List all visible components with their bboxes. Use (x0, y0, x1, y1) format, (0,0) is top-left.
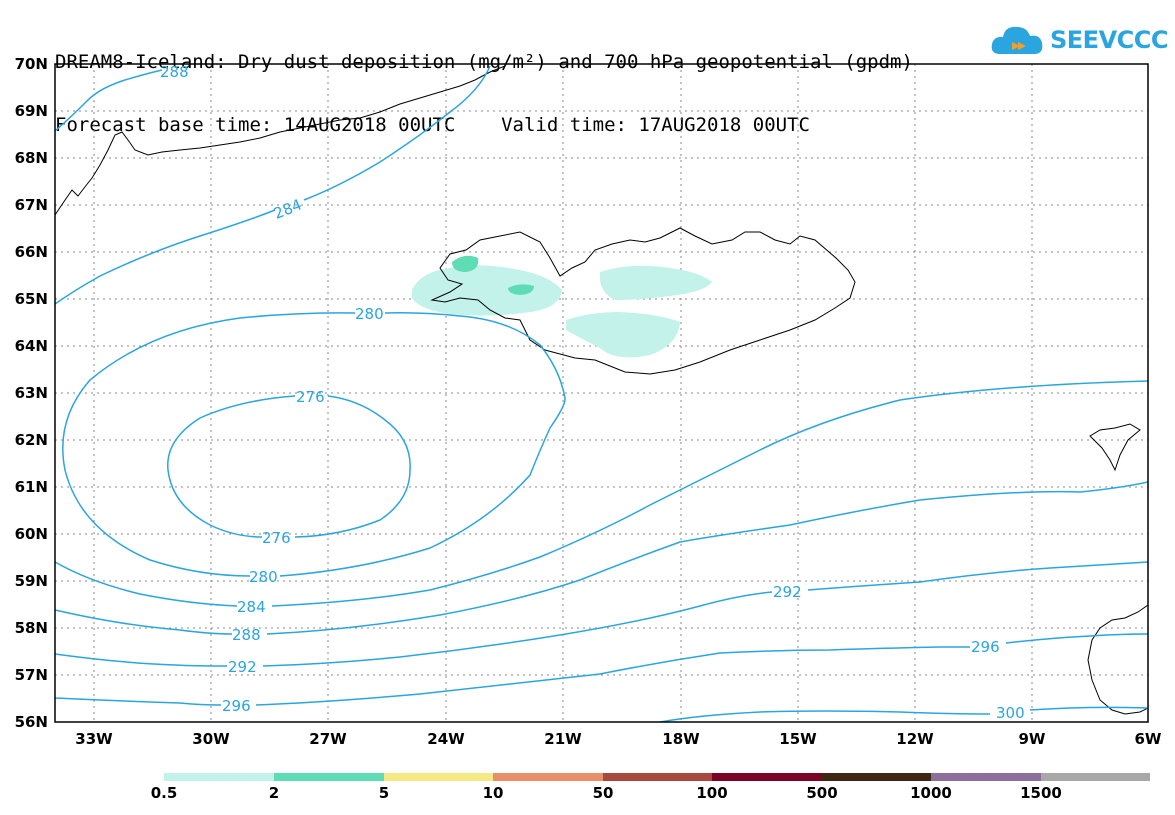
title-line-2: Forecast base time: 14AUG2018 00UTC Vali… (55, 114, 810, 136)
contour-288-south (54, 481, 1149, 635)
lon-label: 21W (544, 730, 582, 748)
lat-label: 59N (15, 572, 48, 590)
faroe-coast (1089, 423, 1141, 472)
contour-label-292-right: 292 (773, 583, 802, 601)
lat-label: 57N (15, 666, 48, 684)
lat-label: 62N (15, 431, 48, 449)
contour-296 (54, 633, 1149, 706)
lon-label: 6W (1135, 730, 1162, 748)
contour-label-300: 300 (996, 704, 1025, 722)
legend-swatch-0 (164, 773, 274, 781)
contour-300 (659, 706, 1149, 723)
lat-label: 58N (15, 619, 48, 637)
legend-label: 500 (806, 784, 837, 802)
legend-label: 10 (483, 784, 504, 802)
color-legend: 0.5 2 5 10 50 100 500 1000 1500 (151, 773, 1150, 802)
dust-area-south-iceland (566, 312, 680, 358)
dust-area-westfjords (452, 255, 479, 272)
legend-swatch-6 (822, 773, 931, 781)
legend-swatch-2 (384, 773, 493, 781)
lat-label: 60N (15, 525, 48, 543)
lat-label: 64N (15, 337, 48, 355)
contour-label-292-left: 292 (228, 658, 257, 676)
lon-label: 12W (896, 730, 934, 748)
lon-label: 30W (192, 730, 230, 748)
legend-swatch-7 (931, 773, 1041, 781)
lat-label: 68N (15, 149, 48, 167)
lon-label: 33W (75, 730, 113, 748)
map-title: DREAM8-Iceland: Dry dust deposition (mg/… (55, 10, 913, 157)
contour-label-296-right: 296 (971, 638, 1000, 656)
contour-284-south (54, 380, 1149, 607)
legend-label: 5 (379, 784, 389, 802)
greenland-coast (54, 65, 506, 216)
legend-label: 100 (696, 784, 727, 802)
latitude-labels: 70N 69N 68N 67N 66N 65N 64N 63N 62N 61N … (15, 55, 48, 731)
lat-label: 56N (15, 713, 48, 731)
dust-area-snaefellsnes (508, 284, 534, 295)
contour-280-ring (62, 312, 566, 577)
contour-276-ring (167, 395, 411, 538)
lon-label: 15W (779, 730, 817, 748)
lat-label: 67N (15, 196, 48, 214)
lat-label: 70N (15, 55, 48, 73)
contour-label-284-top: 284 (271, 195, 304, 222)
contour-label-280-top: 280 (355, 305, 384, 323)
geopotential-contours (54, 65, 1149, 723)
cloud-icon (991, 26, 1043, 54)
lat-label: 61N (15, 478, 48, 496)
contour-label-276-top: 276 (296, 388, 325, 406)
iceland-coast (430, 227, 856, 375)
lon-label: 18W (662, 730, 700, 748)
coastlines (54, 65, 1149, 715)
dust-area-north-iceland (599, 265, 712, 300)
legend-swatch-8 (1041, 773, 1150, 781)
legend-swatch-4 (603, 773, 712, 781)
lat-label: 66N (15, 243, 48, 261)
dust-deposition-field (412, 255, 712, 358)
seevccc-logo: SEEVCCC (990, 20, 1169, 60)
legend-label: 1000 (910, 784, 952, 802)
grid-lines (55, 64, 1148, 722)
contour-label-280-bottom: 280 (249, 568, 278, 586)
contour-label-288-bottom: 288 (232, 626, 261, 644)
title-line-1: DREAM8-Iceland: Dry dust deposition (mg/… (55, 51, 913, 73)
lat-label: 63N (15, 384, 48, 402)
lon-label: 27W (309, 730, 347, 748)
legend-swatch-3 (493, 773, 603, 781)
lat-label: 69N (15, 102, 48, 120)
lon-label: 9W (1019, 730, 1046, 748)
contour-label-296-left: 296 (222, 697, 251, 715)
dust-area-west-iceland (412, 265, 562, 316)
logo-text: SEEVCCC (1050, 26, 1169, 54)
legend-label: 50 (593, 784, 614, 802)
contour-label-288-top: 288 (160, 63, 189, 81)
legend-label: 0.5 (151, 784, 178, 802)
contour-label-276-bottom: 276 (262, 529, 291, 547)
contour-label-284-bottom: 284 (237, 598, 266, 616)
legend-label: 2 (269, 784, 279, 802)
scotland-coast (1087, 604, 1149, 715)
legend-label: 1500 (1020, 784, 1062, 802)
contour-284-north (54, 65, 491, 305)
lon-label: 24W (427, 730, 465, 748)
contour-288-north (54, 69, 163, 132)
contour-292 (54, 561, 1149, 667)
legend-swatch-1 (274, 773, 384, 781)
lat-label: 65N (15, 290, 48, 308)
legend-swatch-5 (712, 773, 822, 781)
plot-frame (54, 63, 1149, 723)
longitude-labels: 33W 30W 27W 24W 21W 18W 15W 12W 9W 6W (75, 730, 1162, 748)
